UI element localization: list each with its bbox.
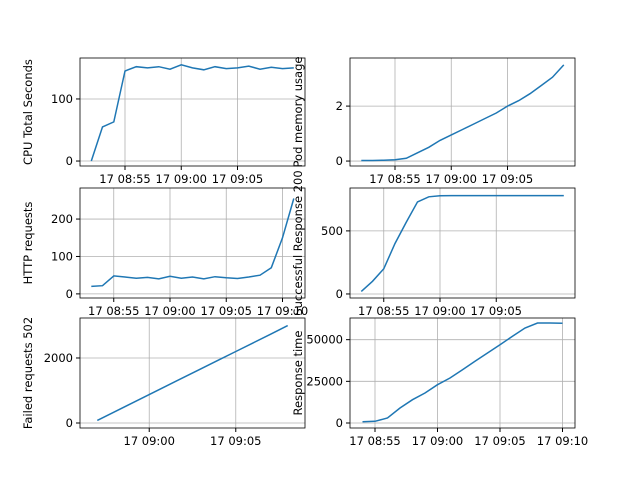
y-axis-label: HTTP requests: [21, 202, 35, 285]
x-tick-label: 17 09:05: [210, 434, 261, 448]
x-tick-label: 17 09:00: [144, 304, 195, 318]
y-tick-label: 0: [66, 287, 73, 301]
x-tick-label: 17 09:00: [426, 172, 477, 186]
x-tick-label: 17 09:00: [124, 434, 175, 448]
data-line: [360, 194, 564, 292]
y-tick-label: 50000: [306, 333, 343, 347]
x-tick-label: 17 08:55: [99, 172, 150, 186]
y-axis-label: Pod memory usage: [291, 57, 305, 168]
y-tick-label: 0: [66, 416, 73, 430]
x-tick-label: 17 09:00: [412, 434, 463, 448]
x-tick-label: 17 09:05: [474, 434, 525, 448]
x-tick-label: 17 08:55: [88, 304, 139, 318]
axes-frame: [79, 317, 306, 429]
x-tick-label: 17 08:55: [369, 172, 420, 186]
axes-frame: [349, 57, 576, 167]
x-tick-label: 17 09:05: [482, 172, 533, 186]
axes-frame: [79, 57, 306, 167]
x-tick-label: 17 08:55: [349, 434, 400, 448]
y-tick-label: 0: [66, 154, 73, 168]
data-line: [361, 64, 565, 162]
x-tick-label: 17 09:10: [537, 434, 588, 448]
y-tick-label: 2: [336, 99, 343, 113]
data-line: [90, 64, 294, 162]
y-tick-label: 25000: [306, 374, 343, 388]
data-line: [91, 198, 295, 288]
data-line: [362, 322, 563, 423]
y-axis-label: Failed requests 502: [21, 317, 35, 429]
data-line: [96, 324, 289, 422]
y-tick-label: 100: [51, 249, 73, 263]
y-tick-label: 0: [336, 154, 343, 168]
x-tick-label: 17 09:00: [156, 172, 207, 186]
x-tick-label: 17 08:55: [358, 304, 409, 318]
x-tick-label: 17 09:00: [414, 304, 465, 318]
x-tick-label: 17 09:05: [471, 304, 522, 318]
x-tick-label: 17 09:05: [212, 172, 263, 186]
x-tick-label: 17 09:05: [201, 304, 252, 318]
y-axis-label: CPU Total Seconds: [21, 59, 35, 165]
y-tick-label: 200: [51, 212, 73, 226]
y-axis-label: Response time: [291, 331, 305, 416]
axes-frame: [349, 317, 576, 429]
y-tick-label: 100: [51, 92, 73, 106]
y-tick-label: 0: [336, 416, 343, 430]
y-tick-label: 500: [321, 224, 343, 238]
y-axis-label: Successful Response 200: [291, 170, 305, 315]
axes-frame: [349, 187, 576, 299]
y-tick-label: 0: [336, 287, 343, 301]
y-tick-label: 2000: [44, 351, 73, 365]
axes-frame: [79, 187, 306, 299]
x-tick-label: 17 09:10: [257, 304, 308, 318]
